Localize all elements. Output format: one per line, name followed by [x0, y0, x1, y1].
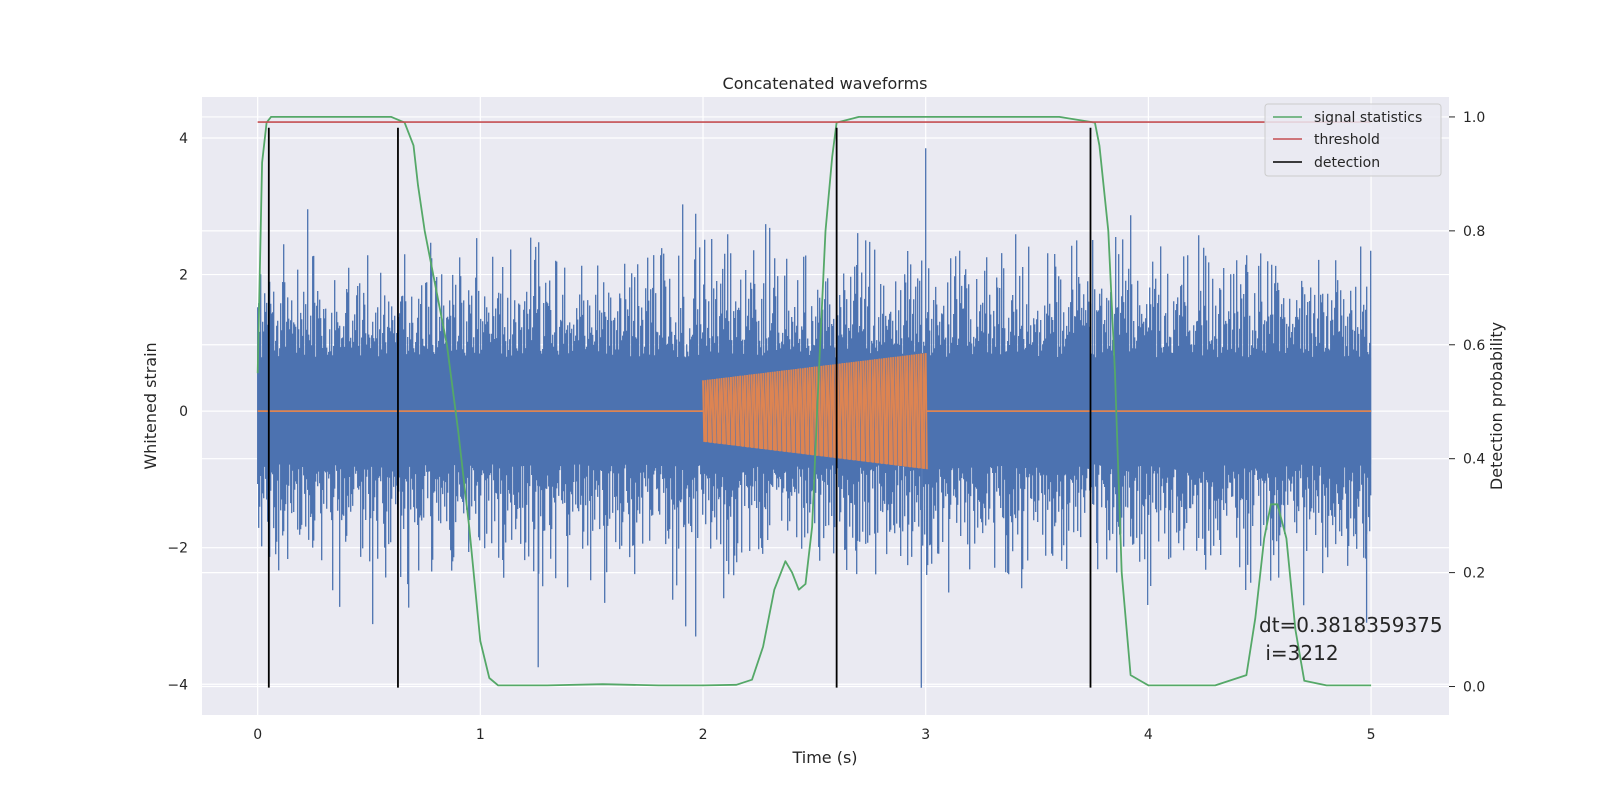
y2-tick-label: 0.8	[1463, 224, 1485, 240]
chart-title: Concatenated waveforms	[723, 74, 928, 93]
x-tick-label: 1	[476, 727, 485, 743]
y-tick-label: −2	[167, 541, 188, 557]
y2-axis-title: Detection probability	[1487, 322, 1506, 490]
ticks: 0 1 2 3 4 5 −4 −2 0 2 4 0.0 0.2 0.4 0.6 0.8 1.0	[167, 110, 1485, 743]
y-tick-label: 2	[179, 268, 188, 284]
x-tick-label: 0	[253, 727, 262, 743]
x-tick-label: 5	[1367, 727, 1376, 743]
legend-label-threshold: threshold	[1314, 132, 1380, 148]
data-layer	[256, 116, 1372, 688]
y-tick-label: 0	[179, 404, 188, 420]
legend: signal statistics threshold detection	[1264, 103, 1442, 177]
y2-tick-label: 1.0	[1463, 110, 1485, 126]
y-axis-title: Whitened strain	[141, 342, 160, 469]
dt-annotation: dt=0.3818359375	[1259, 613, 1443, 637]
y2-tick-label: 0.4	[1463, 452, 1485, 468]
legend-label-signal-statistics: signal statistics	[1314, 110, 1422, 126]
x-tick-label: 3	[921, 727, 930, 743]
y-tick-label: −4	[167, 677, 188, 693]
injection-chirp	[702, 353, 927, 469]
x-tick-label: 4	[1144, 727, 1153, 743]
y-tick-label: 4	[179, 131, 188, 147]
index-annotation: i=3212	[1259, 641, 1339, 665]
x-tick-label: 2	[699, 727, 708, 743]
x-axis-title: Time (s)	[791, 748, 857, 767]
y2-tick-label: 0.6	[1463, 338, 1485, 354]
legend-label-detection: detection	[1314, 155, 1380, 171]
signal-statistics-line	[256, 116, 1372, 687]
y2-tick-label: 0.0	[1463, 680, 1485, 696]
y2-tick-label: 0.2	[1463, 566, 1485, 582]
grid	[202, 97, 1449, 715]
legend-box	[1264, 103, 1442, 177]
